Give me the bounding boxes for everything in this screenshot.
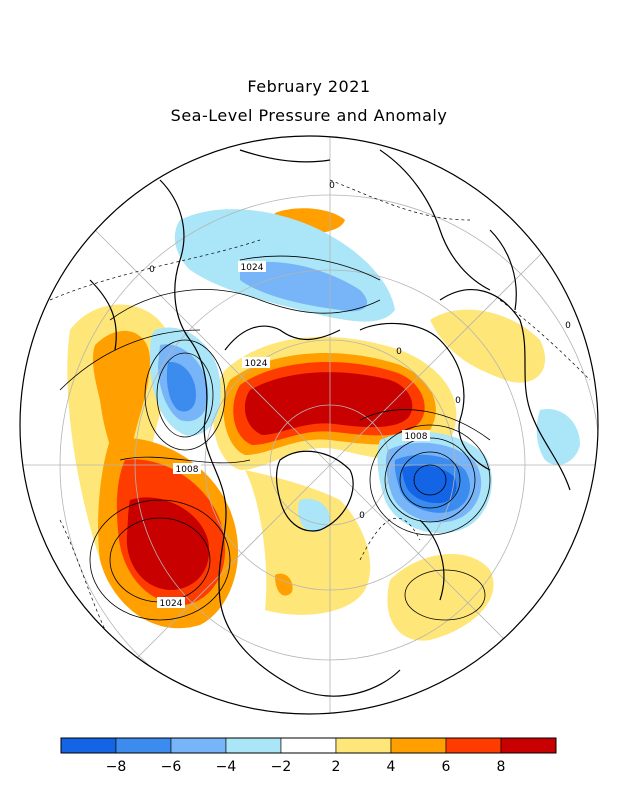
colorbar-swatch xyxy=(115,737,172,754)
colorbar-tick-label: 8 xyxy=(497,759,506,775)
contour-label-zero: 0 xyxy=(565,321,571,331)
colorbar-tick-label: 4 xyxy=(387,759,396,775)
coastlines xyxy=(89,149,571,697)
map-subtitle: Sea-Level Pressure and Anomaly xyxy=(170,106,448,125)
map-disk xyxy=(20,136,598,714)
colorbar-swatch xyxy=(445,737,502,754)
colorbar-tick-label: −4 xyxy=(216,759,237,775)
colorbar-tick-label: −6 xyxy=(161,759,182,775)
contour-label-1008-west: 1008 xyxy=(176,465,199,475)
colorbar-swatch xyxy=(335,737,392,754)
colorbar-swatches xyxy=(60,737,557,754)
colorbar-tick-label: −2 xyxy=(271,759,292,775)
anomaly-positive-shading xyxy=(67,208,546,641)
colorbar-swatch xyxy=(225,737,282,754)
colorbar-tick-labels: −8 −6 −4 −2 2 4 6 8 xyxy=(106,759,506,775)
contour-label-1008-east: 1008 xyxy=(405,432,428,442)
map-boundary xyxy=(19,135,599,715)
zero-anomaly-contours xyxy=(49,179,591,641)
contour-label-zero: 0 xyxy=(455,396,461,406)
colorbar-swatch xyxy=(500,737,557,754)
colorbar-swatch xyxy=(390,737,447,754)
colorbar-swatch xyxy=(60,737,117,754)
colorbar-tick-label: 2 xyxy=(332,759,341,775)
colorbar-frame xyxy=(60,737,557,754)
colorbar-tick-label: 6 xyxy=(442,759,451,775)
contour-labels: 1024 1024 1008 1008 1024 0 0 0 0 0 0 xyxy=(149,181,571,609)
colorbar-swatch xyxy=(170,737,227,754)
colorbar-tick-label: −8 xyxy=(106,759,127,775)
contour-label-zero: 0 xyxy=(396,347,402,357)
contour-label-1024-mid: 1024 xyxy=(245,359,268,369)
contour-label-zero: 0 xyxy=(329,181,335,191)
map-title: February 2021 xyxy=(247,77,371,96)
contour-label-1024-south: 1024 xyxy=(160,599,183,609)
isobars xyxy=(59,255,491,621)
colorbar-swatch xyxy=(280,737,337,754)
anomaly-negative-shading xyxy=(150,209,580,534)
contour-label-1024-north: 1024 xyxy=(241,263,264,273)
contour-label-zero: 0 xyxy=(359,511,365,521)
contour-label-zero: 0 xyxy=(149,265,155,275)
